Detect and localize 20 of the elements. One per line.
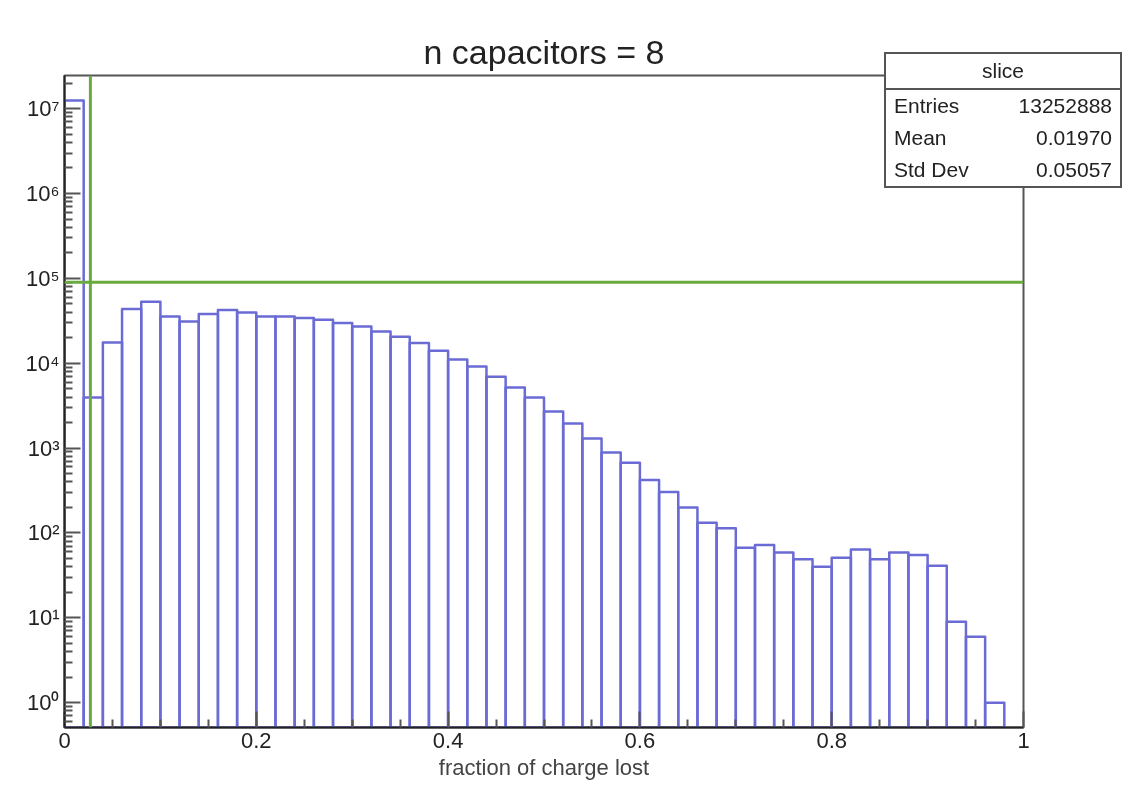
x-tick-label: 0.4 — [432, 727, 464, 753]
x-tick-label: 1 — [1017, 727, 1030, 753]
y-tick-label: 10² — [27, 520, 60, 546]
chart-title: n capacitors = 8 — [423, 32, 665, 71]
y-tick-label: 10⁴ — [25, 350, 60, 376]
y-tick-label: 10⁰ — [27, 690, 60, 716]
y-tick-label: 10⁶ — [25, 181, 60, 207]
y-tick-label: 10¹ — [27, 605, 60, 631]
x-tick-label: 0.2 — [241, 727, 272, 753]
text: Std Dev 0.05057 — [894, 158, 1112, 181]
y-tick-label: 10⁵ — [25, 265, 60, 291]
annotation: slice — [885, 53, 1121, 89]
x-axis-title: fraction of charge lost — [438, 754, 650, 780]
y-tick-label: 10⁷ — [27, 96, 60, 122]
x-tick-label: 0 — [58, 727, 71, 753]
text: Mean 0.01970 — [894, 126, 1112, 149]
text: Entries 13252888 — [894, 94, 1112, 117]
y-tick-label: 10³ — [27, 435, 60, 461]
x-tick-label: 0.8 — [816, 727, 847, 753]
x-tick-label: 0.6 — [624, 727, 656, 753]
